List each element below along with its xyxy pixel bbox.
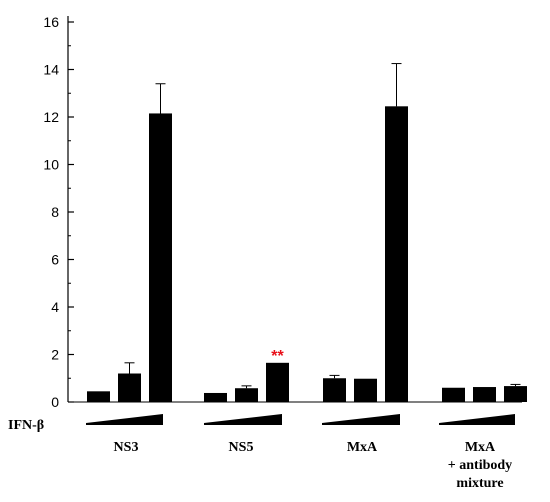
group-label: + antibody [448,458,512,473]
significance-marker: ** [271,348,284,365]
y-tick-label: 4 [51,299,59,315]
y-axis: 0 2 4 6 8 10 12 14 16 [43,14,522,410]
y-tick-label: 10 [43,157,59,173]
bar [87,391,110,402]
group-labels: NS3 NS5 MxA MxA + antibody mixture [114,440,513,491]
dose-wedge [204,414,282,425]
bar [473,387,496,402]
y-tick-label: 14 [43,62,59,78]
y-tick-label: 12 [43,109,59,125]
bar [266,362,289,402]
y-tick-label: 0 [51,394,59,410]
dose-wedges [86,414,515,425]
bar [235,388,258,402]
group-label: MxA [465,440,496,455]
group-label: mixture [456,476,503,491]
bar [354,378,377,402]
bar [204,392,227,402]
group-label: NS5 [229,440,254,455]
bar [504,386,527,402]
y-tick-label: 8 [51,204,59,220]
bar [149,113,172,402]
significance-annotations: ** [271,348,284,365]
bar [323,378,346,402]
bar [118,373,141,402]
bars [87,106,527,402]
y-tick-label: 6 [51,252,59,268]
y-tick-label: 2 [51,347,59,363]
group-label: MxA [347,440,378,455]
bar [385,106,408,402]
x-axis-area: IFN-β [8,418,44,433]
y-tick-label: 16 [43,14,59,30]
dose-wedge [439,414,515,425]
error-bars [124,63,521,389]
treatment-label: IFN-β [8,418,44,433]
dose-wedge [322,414,400,425]
group-label: NS3 [114,440,139,455]
bar [442,387,465,402]
dose-wedge [86,414,163,425]
